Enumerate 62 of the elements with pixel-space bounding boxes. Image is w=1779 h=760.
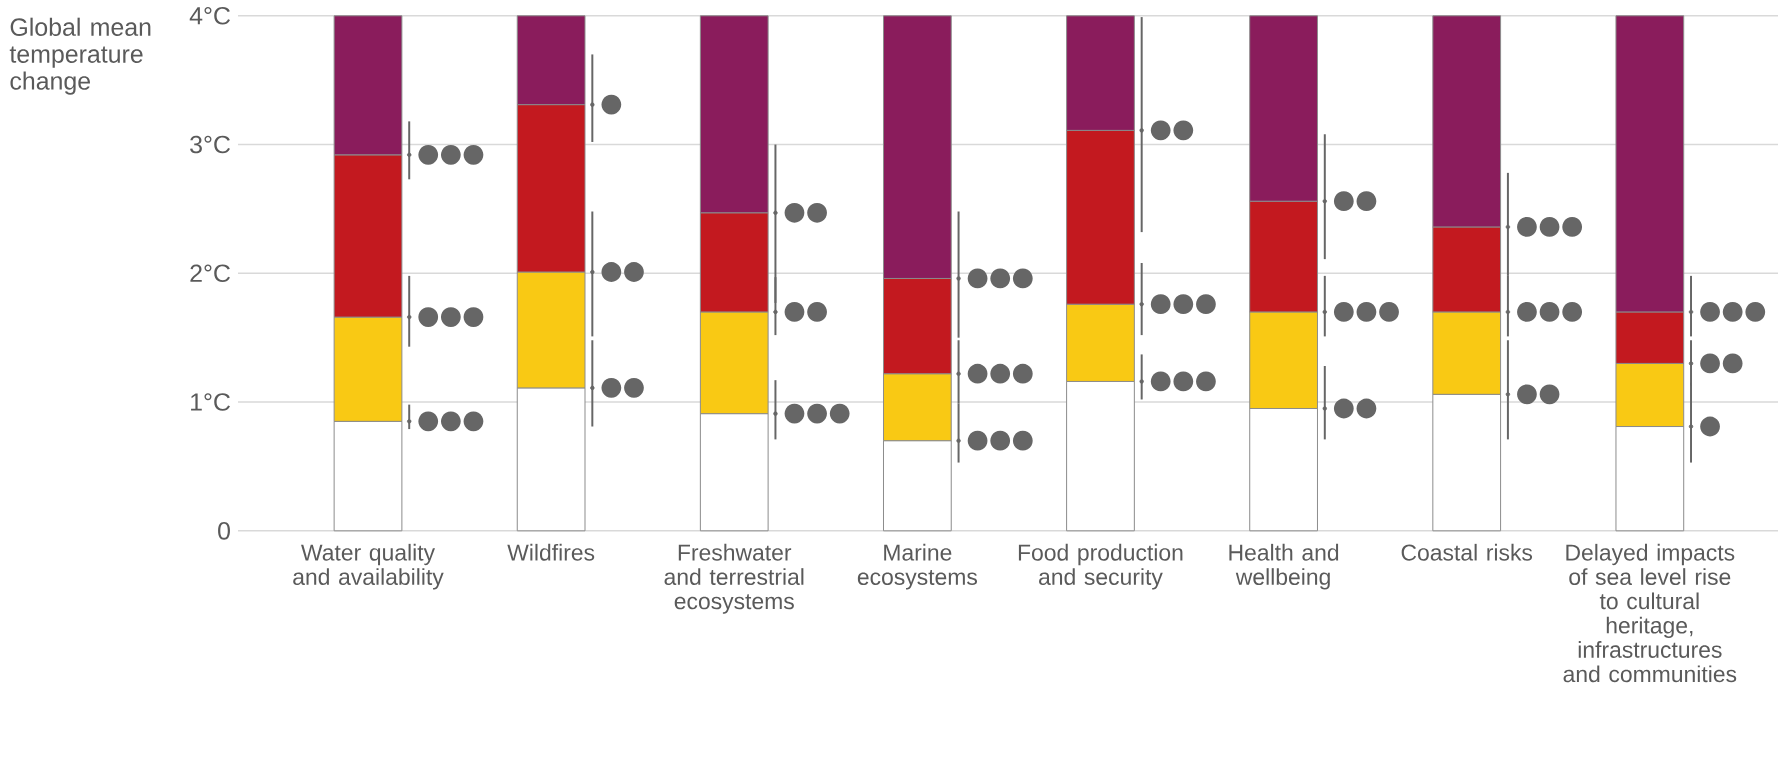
data-label: ●●●	[967, 430, 1033, 451]
x-tick-label: Delayed impacts of sea level rise to cultural heritage, infrastructures and communities	[1563, 543, 1737, 683]
y-tick-label: 2°C	[190, 264, 230, 283]
point	[590, 269, 595, 275]
y-axis-title: Global mean temperature change	[9, 17, 151, 95]
data-label: ●●●	[418, 307, 484, 327]
data-label: ●●	[1700, 353, 1743, 374]
point	[773, 309, 778, 315]
point	[1322, 309, 1327, 315]
y-tick-label: 4°C	[189, 7, 230, 25]
data-label: ●●	[784, 302, 827, 322]
point	[590, 385, 595, 391]
data-label: ●●●	[1150, 371, 1216, 392]
data-label: ●●	[1333, 398, 1377, 419]
point	[1505, 392, 1511, 397]
data-label: ●●●	[1333, 302, 1399, 322]
data-label: ●●●	[967, 268, 1033, 289]
point	[1688, 361, 1694, 366]
x-tick-label: Food production and security	[1018, 543, 1183, 590]
x-tick-label: Health and wellbeing	[1229, 543, 1339, 590]
data-label: ●●	[1333, 191, 1377, 212]
data-label: ●●	[784, 202, 827, 223]
data-label: ●●●	[1517, 217, 1583, 237]
x-tick-label: Freshwater and terrestrial ecosystems	[664, 543, 804, 614]
point	[590, 102, 595, 107]
data-label: ●●●	[1150, 294, 1216, 315]
point	[1505, 309, 1511, 315]
point	[773, 210, 778, 215]
point	[956, 371, 961, 376]
data-label: ●	[601, 94, 622, 115]
point	[1139, 128, 1144, 133]
y-tick-label: 1°C	[191, 393, 230, 411]
point	[773, 411, 778, 416]
data-label: ●●●	[967, 363, 1033, 384]
data-label: ●●	[601, 262, 644, 282]
x-tick-label: Wildfires	[507, 543, 595, 561]
point	[1322, 199, 1327, 204]
data-label: ●●●	[418, 411, 484, 432]
point	[407, 419, 412, 424]
data-label: ●●●	[1700, 302, 1766, 322]
point	[1688, 309, 1694, 315]
point	[1505, 224, 1511, 230]
data-label: ●	[1700, 416, 1720, 437]
point	[407, 314, 412, 320]
data-label: ●●	[601, 378, 644, 398]
data-label: ●●	[1517, 384, 1560, 405]
point	[956, 438, 961, 443]
x-tick-label: Marine ecosystems	[857, 543, 978, 590]
data-label: ●●●	[1517, 302, 1583, 322]
point	[407, 152, 412, 158]
point	[1322, 406, 1327, 411]
data-label: ●●●	[418, 144, 484, 165]
y-tick-label: 0	[218, 522, 230, 540]
y-tick-label: 3°C	[190, 135, 230, 154]
point	[1139, 302, 1144, 307]
data-label: ●●	[1150, 120, 1194, 141]
data-label: ●●●	[784, 403, 850, 424]
point	[1139, 379, 1144, 384]
point	[1688, 424, 1694, 429]
x-tick-label: Coastal risks	[1401, 543, 1533, 561]
point	[956, 276, 961, 281]
x-tick-label: Water quality and availability	[293, 543, 444, 590]
